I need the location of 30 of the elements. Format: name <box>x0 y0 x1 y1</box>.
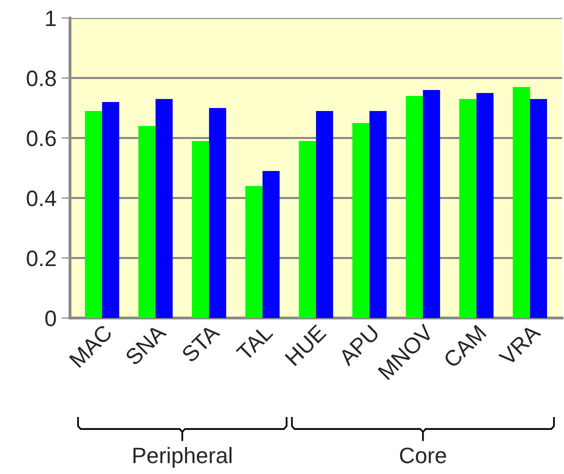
bar <box>406 96 423 318</box>
x-tick-label: TAL <box>236 324 274 362</box>
bar <box>138 126 156 318</box>
text: Peripheral <box>133 447 232 468</box>
bar <box>316 111 334 318</box>
bar <box>156 99 173 318</box>
y-tick-label: 0.6 <box>26 130 56 146</box>
bar <box>192 141 210 318</box>
bar <box>512 87 530 318</box>
y-tick-label: 0 <box>45 310 56 326</box>
bar <box>530 99 548 318</box>
bar <box>298 141 316 318</box>
y-tick-label: 1 <box>46 10 56 26</box>
x-tick-label: SNA <box>124 323 168 366</box>
bar <box>245 186 263 318</box>
x-tick-label: STA <box>180 323 221 364</box>
y-tick-label: 0.2 <box>26 250 56 266</box>
text: Core <box>400 448 446 464</box>
y-tick-label: 0.8 <box>26 70 56 86</box>
bar <box>209 108 226 318</box>
bar <box>459 99 476 318</box>
bar <box>262 171 280 318</box>
bar <box>102 102 120 318</box>
bar <box>84 111 102 318</box>
bar <box>369 111 387 318</box>
y-tick-label: 0.4 <box>26 190 56 206</box>
bar <box>422 90 440 318</box>
bar <box>476 93 494 318</box>
x-tick-label: VRA <box>498 323 542 366</box>
bar <box>352 123 370 318</box>
